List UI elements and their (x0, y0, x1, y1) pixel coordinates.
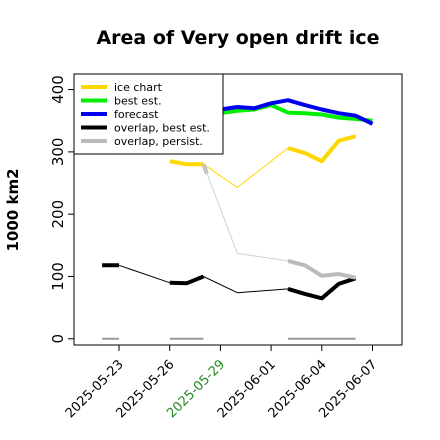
y-axis-label: 1000 km2 (4, 168, 22, 251)
series-3-segment-1 (118, 264, 170, 284)
series-0-segment-2 (287, 134, 357, 164)
y-tick-label: 300 (49, 138, 67, 167)
legend-label: overlap, best est. (114, 122, 210, 135)
series-4-segment-1 (203, 164, 289, 262)
chart-title: Area of Very open drift ice (96, 27, 379, 49)
y-tick-label: 200 (49, 200, 67, 229)
series-3-segment-2 (169, 274, 205, 286)
series-0-segment-1 (203, 147, 289, 188)
y-tick-label: 400 (49, 75, 67, 104)
series-0-segment-0 (169, 159, 204, 167)
legend-label: forecast (114, 108, 159, 121)
series-3-segment-3 (203, 276, 289, 294)
series-layer (102, 98, 374, 340)
series-1-segment-0 (203, 103, 373, 123)
legend-label: best est. (114, 95, 162, 108)
y-axis: 0 100 200 300 400 (49, 75, 74, 344)
series-2-segment-0 (203, 98, 374, 126)
legend-label: overlap, persist. (114, 135, 203, 148)
plot-frame (73, 73, 403, 346)
y-tick-label: 0 (49, 334, 67, 344)
y-tick-label: 100 (49, 262, 67, 291)
legend-label: ice chart (114, 81, 163, 94)
x-axis: 2025-05-232025-05-262025-05-292025-06-01… (63, 345, 380, 421)
series-3-segment-4 (287, 276, 357, 301)
series-4-segment-2 (287, 258, 357, 280)
